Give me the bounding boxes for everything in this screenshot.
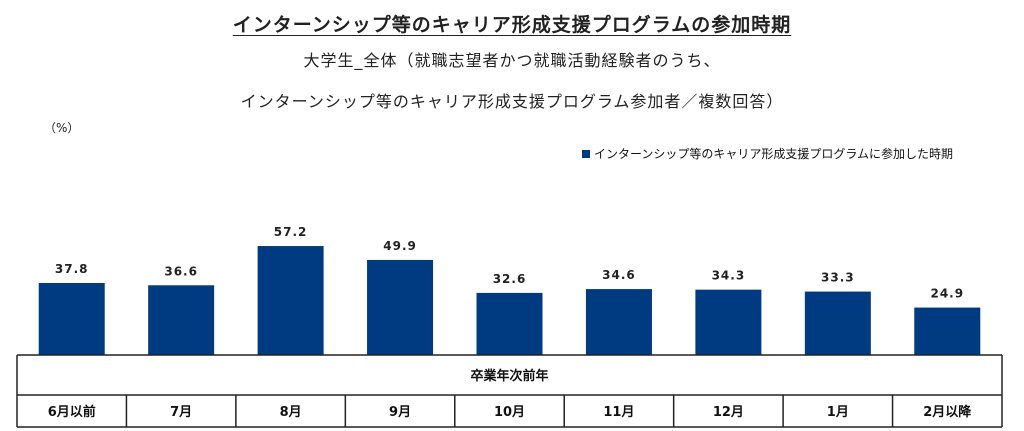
bar-2 xyxy=(148,285,215,355)
chart-subtitle-line2: インターンシップ等のキャリア形成支援プログラム参加者／複数回答） xyxy=(240,92,784,111)
bar-8 xyxy=(804,291,871,355)
value-label-3: 57.2 xyxy=(274,225,308,239)
value-label-6: 34.6 xyxy=(602,268,636,282)
bar-1 xyxy=(38,282,105,355)
value-label-8: 33.3 xyxy=(821,271,855,285)
category-label-8: 1月 xyxy=(827,405,849,420)
bar-9 xyxy=(914,307,981,355)
chart-subtitle-line1: 大学生_全体（就職志望者かつ就職活動経験者のうち、 xyxy=(303,51,721,70)
group-label: 卒業年次前年 xyxy=(470,368,548,384)
chart-title-text: インターンシップ等のキャリア形成支援プログラムの参加時期 xyxy=(232,14,792,36)
legend-swatch xyxy=(582,149,590,158)
bar-5 xyxy=(476,292,543,355)
category-label-6: 11月 xyxy=(603,405,634,420)
bar-6 xyxy=(585,289,652,355)
value-label-9: 24.9 xyxy=(930,287,964,301)
value-label-4: 49.9 xyxy=(383,239,417,253)
category-label-9: 2月以降 xyxy=(923,404,972,420)
bar-4 xyxy=(367,259,434,355)
category-label-5: 10月 xyxy=(494,405,525,420)
category-label-7: 12月 xyxy=(713,405,744,420)
category-label-3: 8月 xyxy=(280,405,302,420)
chart-title: インターンシップ等のキャリア形成支援プログラムの参加時期 xyxy=(0,10,1024,37)
value-label-5: 32.6 xyxy=(493,272,527,286)
value-label-2: 36.6 xyxy=(164,264,198,278)
legend-label: インターンシップ等のキャリア形成支援プログラムに参加した時期 xyxy=(594,147,954,161)
category-label-4: 9月 xyxy=(389,405,411,420)
bar-3 xyxy=(257,246,324,355)
bar-7 xyxy=(695,289,762,355)
value-label-7: 34.3 xyxy=(712,269,746,283)
category-label-2: 7月 xyxy=(170,405,192,420)
category-label-1: 6月以前 xyxy=(48,404,96,420)
legend: インターンシップ等のキャリア形成支援プログラムに参加した時期 xyxy=(582,145,953,162)
value-label-1: 37.8 xyxy=(55,262,89,276)
unit-label: （%） xyxy=(44,121,80,135)
